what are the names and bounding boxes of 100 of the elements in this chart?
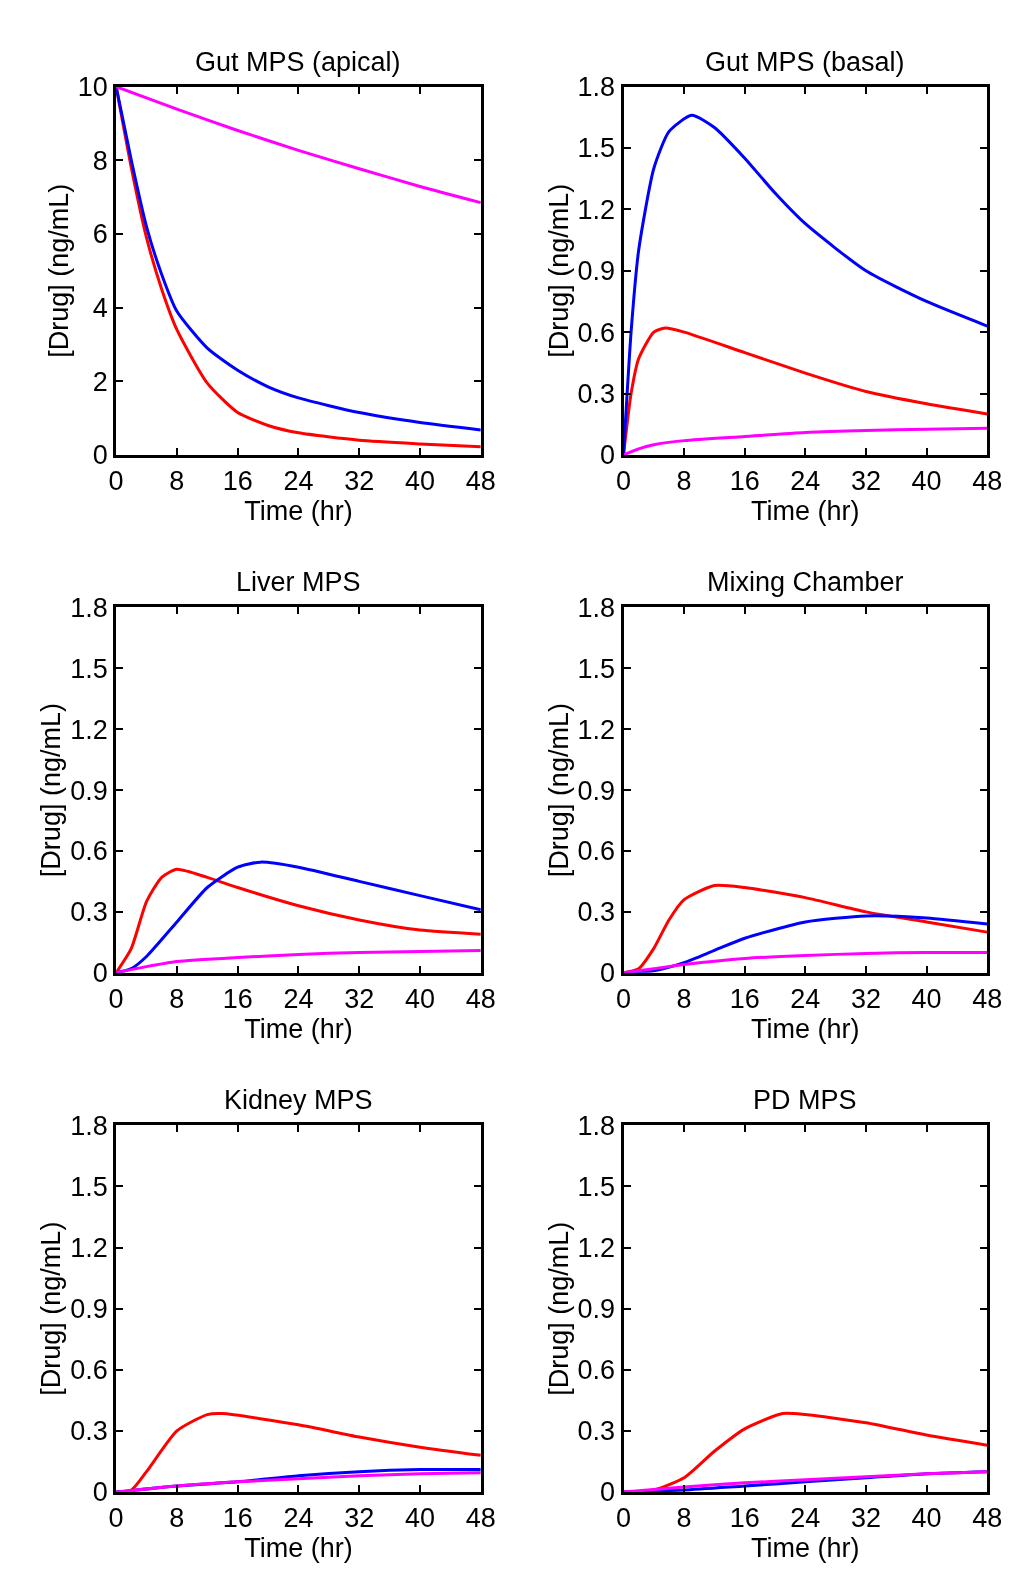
x-axis-title: Time (hr) [244,1533,353,1564]
y-tick-label: 1.5 [577,1171,616,1202]
y-axis-title: [Drug] (ng/mL) [43,183,74,358]
x-tick-label: 16 [222,1503,253,1534]
y-axis-title: [Drug] (ng/mL) [543,183,574,358]
x-tick-label: 8 [169,466,185,497]
y-tick-label: 0.6 [577,1355,616,1386]
x-tick-label: 24 [790,984,821,1015]
x-tick-label: 48 [465,466,496,497]
chart-title: PD MPS [753,1085,857,1115]
y-tick-label: 1.8 [577,592,616,623]
x-tick-label: 8 [676,466,692,497]
x-tick-label: 48 [972,1503,1003,1534]
y-tick-label: 0 [600,440,616,471]
x-tick-label: 16 [222,984,253,1015]
y-tick-label: 0.3 [577,379,616,410]
chart-title: Gut MPS (basal) [705,47,905,77]
x-tick-label: 48 [465,1503,496,1534]
y-tick-label: 6 [92,219,108,250]
chart-title: Kidney MPS [224,1085,373,1115]
y-tick-label: 1.2 [577,1232,616,1263]
y-tick-label: 4 [92,293,108,324]
x-axis-title: Time (hr) [244,1014,353,1045]
x-tick-label: 16 [729,984,760,1015]
x-tick-label: 32 [344,1503,375,1534]
y-tick-label: 0 [92,1477,108,1508]
x-tick-label: 48 [972,466,1003,497]
y-tick-label: 0.6 [577,317,616,348]
y-tick-label: 0.3 [577,1416,616,1447]
y-tick-label: 0.9 [70,775,108,806]
x-tick-label: 40 [405,984,436,1015]
y-tick-label: 0.3 [577,897,616,928]
y-tick-label: 0 [92,958,108,989]
x-tick-label: 24 [283,984,314,1015]
x-tick-label: 16 [729,1503,760,1534]
y-tick-label: 1.2 [577,714,616,745]
x-axis-title: Time (hr) [751,1014,860,1045]
line-series [116,948,481,973]
y-tick-label: 1.5 [577,133,616,164]
line-series [623,950,988,973]
y-tick-label: 1.5 [577,653,616,684]
y-tick-label: 0.6 [70,1355,108,1386]
x-tick-label: 32 [850,1503,881,1534]
x-tick-label: 8 [676,984,692,1015]
y-tick-label: 1.8 [70,1110,108,1141]
chart-title: Mixing Chamber [707,567,904,597]
y-tick-label: 1.8 [577,1110,616,1141]
x-tick-label: 40 [405,466,436,497]
x-tick-label: 24 [283,1503,314,1534]
y-tick-label: 0.6 [577,836,616,867]
y-tick-label: 0 [600,1477,616,1508]
x-tick-label: 16 [729,466,760,497]
y-tick-label: 0 [92,440,108,471]
y-tick-label: 2 [92,366,108,397]
y-tick-label: 10 [77,72,108,103]
x-tick-label: 48 [972,984,1003,1015]
x-axis-title: Time (hr) [751,1533,860,1564]
x-tick-label: 40 [911,466,942,497]
y-tick-label: 1.5 [70,1171,108,1202]
x-tick-label: 16 [222,466,253,497]
y-tick-label: 1.2 [70,1232,108,1263]
y-tick-label: 0 [600,958,616,989]
y-axis-title: [Drug] (ng/mL) [36,1221,67,1396]
x-tick-label: 8 [169,1503,185,1534]
x-tick-label: 48 [465,984,496,1015]
y-tick-label: 1.8 [70,592,108,623]
x-tick-label: 32 [344,984,375,1015]
line-series [623,1470,988,1493]
line-series [623,113,988,455]
line-series [116,86,481,205]
x-axis-title: Time (hr) [244,496,353,527]
x-tick-label: 24 [790,1503,821,1534]
y-tick-label: 0.9 [577,775,616,806]
x-tick-label: 8 [169,984,185,1015]
y-tick-label: 1.5 [70,653,108,684]
y-tick-label: 8 [92,145,108,176]
y-tick-label: 0.9 [577,256,616,287]
y-tick-label: 1.8 [577,72,616,103]
chart-title: Gut MPS (apical) [195,47,401,77]
x-tick-label: 32 [850,984,881,1015]
y-tick-label: 0.6 [70,836,108,867]
x-tick-label: 40 [911,1503,942,1534]
y-tick-label: 0.9 [70,1294,108,1325]
x-tick-label: 8 [676,1503,692,1534]
y-tick-label: 1.2 [577,194,616,225]
chart-title: Liver MPS [236,567,361,597]
y-axis-title: [Drug] (ng/mL) [543,1221,574,1396]
x-tick-label: 32 [850,466,881,497]
x-tick-label: 40 [911,984,942,1015]
y-axis-title: [Drug] (ng/mL) [36,703,67,878]
x-tick-label: 24 [283,466,314,497]
y-tick-label: 0.3 [70,1416,108,1447]
x-tick-label: 32 [344,466,375,497]
y-tick-label: 0.9 [577,1294,616,1325]
y-tick-label: 1.2 [70,714,108,745]
line-series [623,426,988,455]
x-tick-label: 24 [790,466,821,497]
y-tick-label: 0.3 [70,897,108,928]
x-axis-title: Time (hr) [751,496,860,527]
y-axis-title: [Drug] (ng/mL) [543,703,574,878]
